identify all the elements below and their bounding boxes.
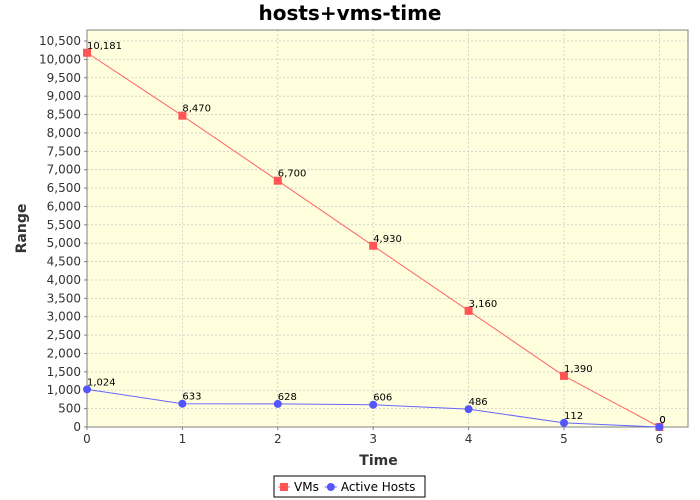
- plot-background: [87, 30, 688, 427]
- x-tick-label: 5: [560, 432, 568, 446]
- data-point-vms: [178, 111, 187, 120]
- x-tick-label: 6: [656, 432, 664, 446]
- y-tick-label: 3,500: [47, 291, 81, 305]
- y-tick-label: 5,500: [47, 218, 81, 232]
- legend-marker-active-hosts: [326, 483, 335, 491]
- y-tick-label: 9,500: [47, 71, 81, 85]
- data-label-vms: 3,160: [469, 299, 498, 310]
- data-label-active-hosts: 628: [278, 392, 297, 403]
- y-tick-label: 10,500: [39, 34, 81, 48]
- data-label-vms: 0: [659, 415, 665, 426]
- data-label-active-hosts: 0: [659, 415, 665, 426]
- y-tick-label: 3,000: [47, 310, 81, 324]
- data-point-active-hosts: [83, 385, 91, 394]
- y-tick-label: 9,000: [47, 89, 81, 103]
- y-tick-label: 6,000: [47, 199, 81, 213]
- y-tick-label: 1,000: [47, 383, 81, 397]
- x-tick-label: 3: [369, 432, 377, 446]
- y-tick-label: 0: [73, 420, 81, 434]
- data-point-vms: [464, 306, 473, 315]
- y-tick-label: 500: [58, 402, 81, 416]
- x-tick-label: 1: [179, 432, 187, 446]
- data-label-active-hosts: 633: [182, 392, 201, 403]
- y-tick-label: 7,000: [47, 163, 81, 177]
- data-point-active-hosts: [559, 418, 568, 427]
- legend: VMs Active Hosts: [273, 475, 426, 498]
- x-axis-label: Time: [359, 453, 397, 469]
- y-tick-label: 7,500: [47, 144, 81, 158]
- plot-border: [86, 29, 689, 428]
- x-tick-label: 2: [274, 432, 282, 446]
- data-label-vms: 10,181: [87, 41, 122, 52]
- data-label-active-hosts: 112: [564, 411, 583, 422]
- y-tick-label: 1,500: [47, 365, 81, 379]
- data-label-vms: 4,930: [373, 234, 402, 245]
- y-tick-label: 6,500: [47, 181, 81, 195]
- x-tick-label: 4: [465, 432, 473, 446]
- chart-title: hosts+vms-time: [258, 1, 441, 25]
- legend-label-active-hosts: Active Hosts: [341, 480, 416, 494]
- y-tick-label: 2,500: [47, 328, 81, 342]
- data-point-vms: [369, 241, 378, 250]
- data-label-vms: 1,390: [564, 364, 593, 375]
- data-point-vms: [273, 176, 282, 185]
- data-point-vms: [83, 48, 91, 57]
- y-tick-label: 4,500: [47, 255, 81, 269]
- legend-label-vms: VMs: [294, 480, 319, 494]
- data-point-vms: [559, 371, 568, 380]
- data-point-active-hosts: [273, 399, 282, 408]
- data-label-active-hosts: 606: [373, 393, 392, 404]
- data-point-active-hosts: [369, 400, 378, 409]
- x-tick-label: 0: [83, 432, 91, 446]
- data-point-active-hosts: [655, 423, 664, 431]
- y-tick-label: 8,500: [47, 108, 81, 122]
- y-tick-label: 5,000: [47, 236, 81, 250]
- data-point-active-hosts: [178, 399, 187, 408]
- data-label-active-hosts: 486: [469, 397, 488, 408]
- y-tick-label: 4,000: [47, 273, 81, 287]
- y-axis-label: Range: [14, 204, 30, 254]
- legend-box: [273, 475, 426, 498]
- data-label-active-hosts: 1,024: [87, 377, 116, 388]
- data-label-vms: 8,470: [182, 104, 211, 115]
- legend-marker-vms: [280, 483, 288, 491]
- data-label-vms: 6,700: [278, 169, 307, 180]
- y-tick-label: 2,000: [47, 346, 81, 360]
- y-tick-label: 8,000: [47, 126, 81, 140]
- data-point-active-hosts: [464, 405, 473, 414]
- y-tick-label: 10,000: [39, 52, 81, 66]
- plot-area: 05001,0001,5002,0002,5003,0003,5004,0004…: [39, 29, 689, 446]
